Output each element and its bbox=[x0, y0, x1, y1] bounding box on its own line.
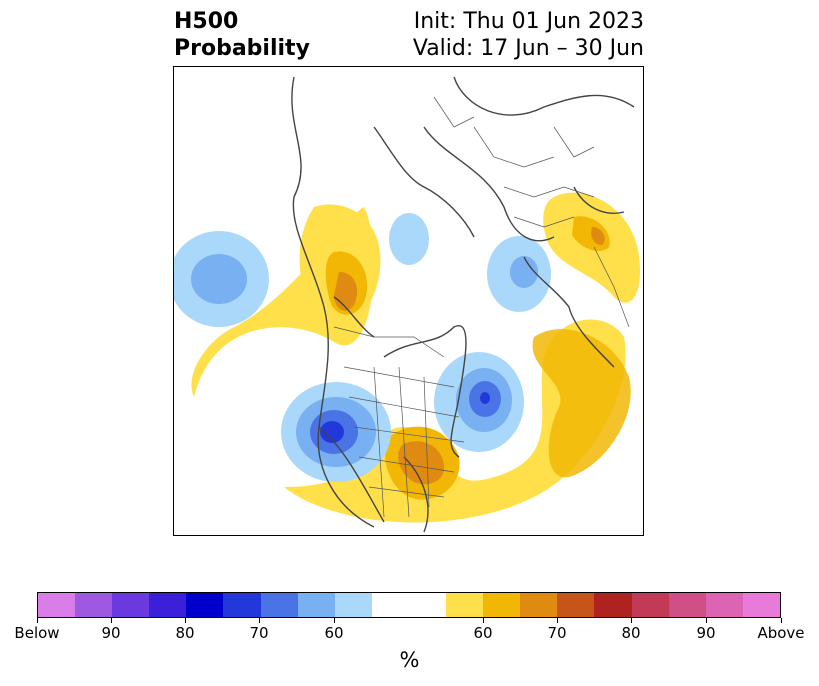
title-right: Init: Thu 01 Jun 2023 Valid: 17 Jun – 30… bbox=[413, 8, 644, 62]
colorbar-tick-label: Above bbox=[757, 624, 805, 642]
coastlines bbox=[291, 76, 635, 533]
valid-range: Valid: 17 Jun – 30 Jun bbox=[412, 36, 644, 61]
anomaly-below-pacific-core bbox=[191, 254, 247, 304]
colorbar-segment bbox=[668, 593, 706, 617]
colorbar-segment bbox=[297, 593, 335, 617]
title-variable: H500 bbox=[174, 9, 239, 34]
colorbar-unit: % bbox=[399, 648, 420, 672]
title-left: H500 Probability bbox=[174, 8, 310, 62]
colorbar-tickmark bbox=[483, 618, 484, 623]
colorbar-segment bbox=[334, 593, 372, 617]
colorbar bbox=[37, 592, 781, 618]
anomaly-below-europe-core bbox=[510, 256, 538, 288]
colorbar-tickmark bbox=[111, 618, 112, 623]
colorbar-segment bbox=[742, 593, 780, 617]
colorbar-tick-label: 90 bbox=[696, 624, 716, 642]
anomaly-below-west-us-peak bbox=[320, 421, 344, 443]
polar-map bbox=[174, 76, 640, 533]
colorbar-segment bbox=[186, 593, 224, 617]
anomaly-below-arctic bbox=[389, 213, 429, 265]
colorbar-tick-label: 60 bbox=[324, 624, 344, 642]
colorbar-segment bbox=[483, 593, 521, 617]
colorbar-tick-label: 60 bbox=[473, 624, 493, 642]
colorbar-tick-label: 90 bbox=[101, 624, 121, 642]
colorbar-tickmark bbox=[781, 618, 782, 623]
colorbar-tickmark bbox=[37, 618, 38, 623]
colorbar-segment bbox=[38, 593, 76, 617]
title-probability: Probability bbox=[174, 36, 310, 61]
colorbar-segment bbox=[112, 593, 150, 617]
colorbar-tick-label: 80 bbox=[621, 624, 641, 642]
colorbar-segment bbox=[631, 593, 669, 617]
colorbar-segment bbox=[223, 593, 261, 617]
colorbar-tick-label: 70 bbox=[547, 624, 567, 642]
colorbar-tickmark bbox=[185, 618, 186, 623]
colorbar-tickmark bbox=[631, 618, 632, 623]
colorbar-tick-label: Below bbox=[14, 624, 60, 642]
colorbar-ticks: Below 90 80 70 60 60 70 80 90 Above bbox=[0, 624, 819, 644]
anomaly-above-atlantic bbox=[532, 329, 631, 478]
anomaly-above-us bbox=[284, 319, 626, 523]
map-panel bbox=[173, 66, 644, 536]
colorbar-tick-label: 70 bbox=[249, 624, 269, 642]
colorbar-segment bbox=[520, 593, 558, 617]
colorbar-segment bbox=[408, 593, 447, 617]
colorbar-tickmark bbox=[557, 618, 558, 623]
borders bbox=[333, 96, 630, 518]
colorbar-segment bbox=[149, 593, 187, 617]
colorbar-tick-label: 80 bbox=[175, 624, 195, 642]
colorbar-segment bbox=[260, 593, 298, 617]
colorbar-tickmark bbox=[334, 618, 335, 623]
colorbar-segment bbox=[371, 593, 409, 617]
anomaly-above-russia-peak bbox=[591, 227, 605, 245]
init-date: Init: Thu 01 Jun 2023 bbox=[413, 9, 644, 34]
anomaly-below-labrador-peak bbox=[480, 392, 490, 404]
colorbar-segment bbox=[705, 593, 743, 617]
colorbar-tickmark bbox=[706, 618, 707, 623]
colorbar-tickmark bbox=[259, 618, 260, 623]
colorbar-segment bbox=[557, 593, 595, 617]
anomaly-above-east-us-core bbox=[398, 441, 445, 485]
colorbar-segment bbox=[75, 593, 113, 617]
colorbar-segment bbox=[594, 593, 632, 617]
colorbar-segment bbox=[446, 593, 484, 617]
